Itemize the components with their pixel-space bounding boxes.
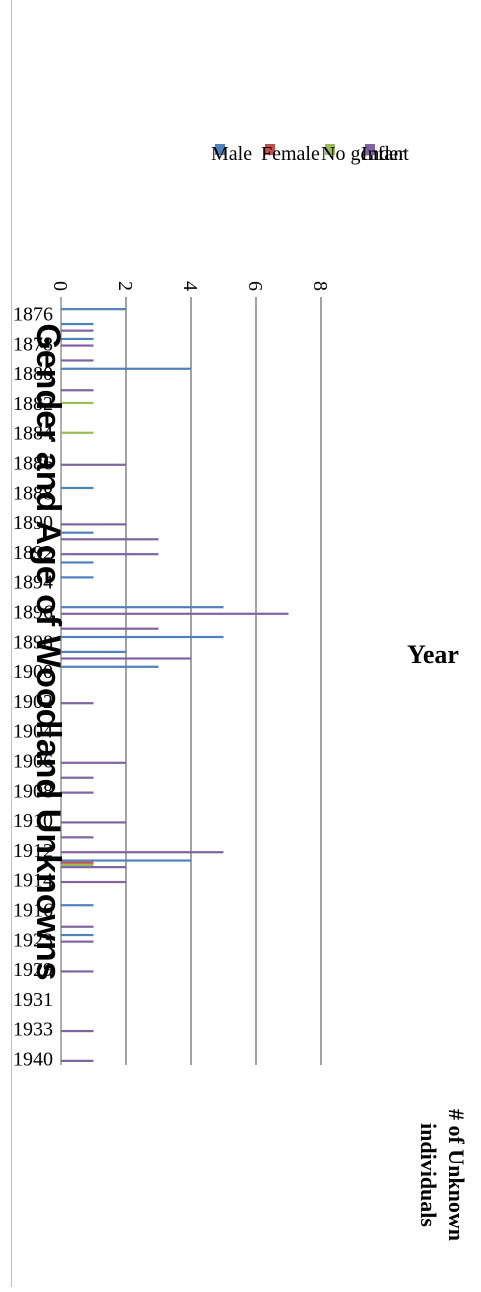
bar-male	[61, 635, 224, 639]
bar-male	[61, 650, 126, 653]
bar-male	[61, 337, 94, 341]
legend-swatch	[265, 144, 275, 155]
bar-male	[61, 308, 126, 311]
bar-male	[61, 576, 94, 579]
x-axis-label: Year	[407, 640, 459, 669]
legend-swatch	[365, 144, 375, 155]
bar-infant	[61, 851, 224, 854]
y-axis-label-line2: individuals	[416, 1123, 441, 1227]
bar-infant	[61, 970, 94, 973]
x-tick-label: 1923	[13, 929, 53, 951]
bar-male	[61, 531, 94, 534]
x-tick-label: 1884	[13, 423, 53, 445]
bar-infant	[61, 821, 126, 824]
bar-male	[61, 322, 94, 326]
y-tick-label: 8	[309, 281, 331, 291]
bars	[61, 308, 289, 1062]
bar-female	[61, 861, 94, 864]
x-tick-label: 1914	[13, 870, 53, 892]
bar-male	[61, 486, 94, 490]
bar-infant	[61, 329, 94, 332]
x-tick-label: 1878	[13, 333, 53, 355]
bar-no-gender	[61, 431, 94, 434]
bar-infant	[61, 344, 94, 347]
bar-male	[61, 904, 94, 907]
bar-infant	[61, 776, 94, 779]
bar-male	[61, 665, 159, 668]
bar-no-gender	[61, 401, 94, 405]
x-tick-label: 1890	[13, 512, 53, 534]
legend-label: Male	[211, 143, 252, 165]
x-tick-label: 1900	[13, 661, 53, 683]
x-tick-label: 1902	[13, 691, 53, 713]
bar-no-gender	[61, 863, 94, 867]
x-tick-label: 1940	[13, 1049, 53, 1071]
x-tick-label: 1916	[13, 900, 53, 922]
x-tick-label: 1929	[13, 959, 53, 981]
bar-infant	[61, 791, 94, 794]
bar-infant	[61, 538, 159, 541]
x-tick-label: 1933	[13, 1019, 53, 1041]
y-axis-label: # of Unknown	[444, 1109, 469, 1241]
gridlines	[60, 297, 322, 1065]
x-tick-label: 1931	[13, 989, 53, 1011]
bar-male	[61, 859, 191, 862]
bar-infant	[61, 612, 289, 615]
bar-infant	[61, 359, 94, 362]
legend-label: No gender	[321, 143, 405, 165]
bar-male	[61, 606, 224, 609]
y-tick-label: 0	[49, 281, 71, 291]
x-tick-label: 1910	[13, 810, 53, 832]
bar-infant	[61, 940, 94, 943]
bar-infant	[61, 880, 126, 884]
x-tick-label: 1912	[13, 840, 53, 862]
bar-infant	[61, 463, 126, 466]
x-tick-labels: 1876 1878 1880 1882 1884 1886 1888 1890 1892 1894…	[13, 303, 53, 1070]
bar-male	[61, 933, 94, 937]
y-tick-label: 4	[179, 281, 201, 291]
bar-infant	[61, 1029, 94, 1033]
left-border-line	[11, 0, 12, 1287]
x-tick-label: 1886	[13, 452, 53, 474]
bar-infant	[61, 523, 126, 526]
legend-swatch	[215, 144, 225, 155]
legend-label: Infant	[361, 143, 409, 165]
x-tick-label: 1894	[13, 572, 53, 594]
legend-label: Female	[261, 143, 320, 165]
bar-infant	[61, 761, 126, 764]
bar-infant	[61, 702, 94, 705]
x-tick-label: 1906	[13, 751, 53, 773]
x-tick-label: 1882	[13, 393, 53, 415]
legend-swatch	[325, 144, 335, 155]
x-tick-label: 1880	[13, 363, 53, 385]
bar-infant	[61, 1059, 94, 1062]
x-tick-label: 1904	[13, 721, 53, 743]
x-tick-label: 1876	[13, 303, 53, 325]
bar-infant	[61, 553, 159, 556]
bar-male	[61, 561, 94, 564]
x-tick-label: 1898	[13, 631, 53, 653]
bar-infant	[61, 866, 126, 869]
bar-infant	[61, 657, 191, 660]
bar-male	[61, 367, 191, 370]
bar-infant	[61, 836, 94, 839]
bar-infant	[61, 389, 94, 392]
y-tick-label: 6	[244, 281, 266, 291]
chart-title: Gender and Age of Woodland Unknowns	[29, 323, 67, 980]
bar-infant	[61, 627, 159, 630]
bar-infant	[61, 925, 94, 928]
x-tick-label: 1896	[13, 601, 53, 623]
y-tick-label: 2	[114, 281, 136, 291]
x-tick-label: 1908	[13, 780, 53, 802]
y-tick-labels: 0 2 4 6 8	[49, 281, 331, 291]
x-tick-label: 1892	[13, 542, 53, 564]
x-tick-label: 1888	[13, 482, 53, 504]
